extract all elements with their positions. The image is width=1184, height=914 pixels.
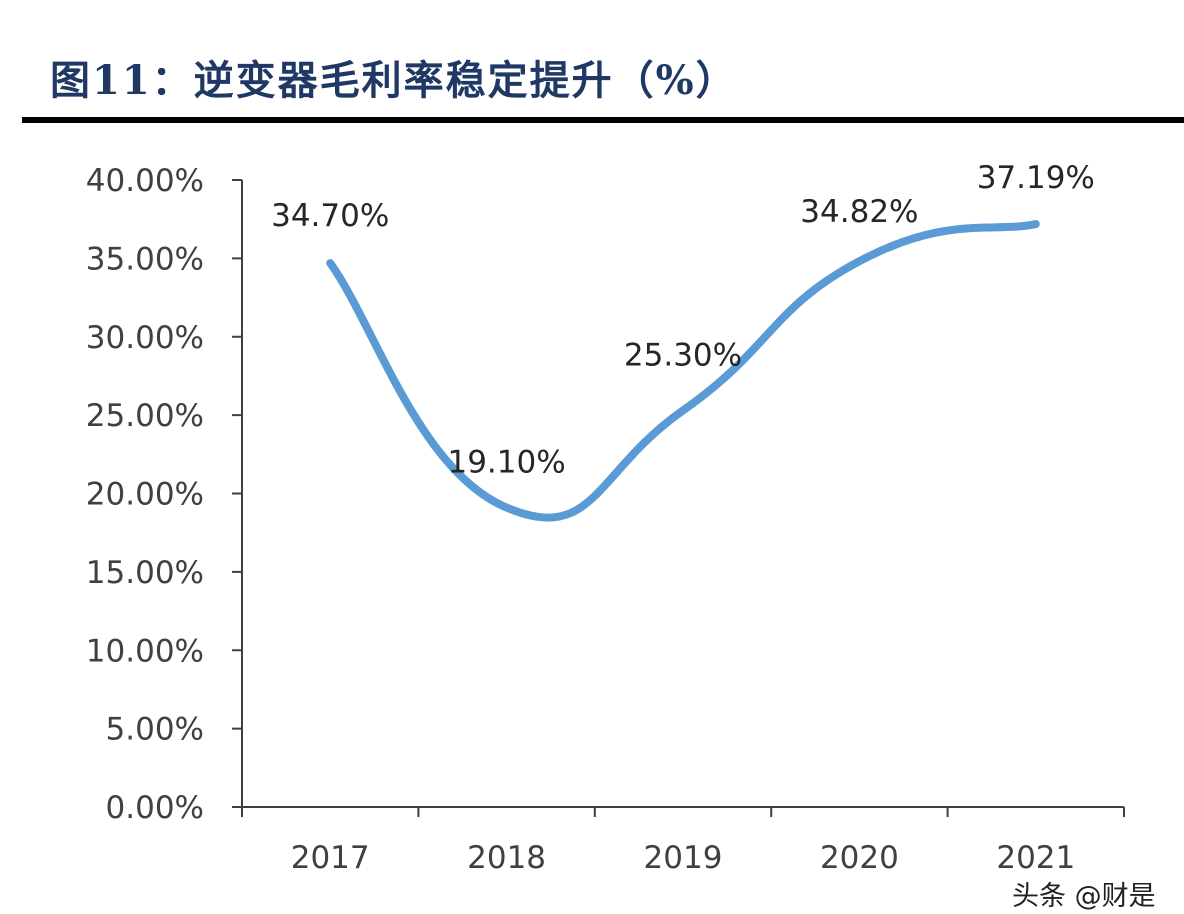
y-tick-label: 30.00% — [86, 320, 204, 356]
y-tick-label: 15.00% — [86, 555, 204, 591]
watermark: 头条 @财是 — [1012, 881, 1156, 912]
x-tick-label: 2017 — [291, 840, 370, 876]
y-tick-label: 10.00% — [86, 633, 204, 669]
x-tick-label: 2019 — [644, 840, 723, 876]
x-tick-label: 2020 — [820, 840, 899, 876]
y-tick-label: 0.00% — [106, 790, 204, 826]
data-label: 37.19% — [977, 160, 1095, 196]
y-tick-label: 5.00% — [106, 712, 204, 748]
data-label: 34.70% — [271, 198, 389, 234]
data-label: 34.82% — [800, 194, 918, 230]
x-tick-label: 2018 — [467, 840, 546, 876]
x-tick-label: 2021 — [996, 840, 1075, 876]
data-label: 19.10% — [447, 445, 565, 481]
title-divider — [22, 117, 1184, 123]
chart-title: 图11：逆变器毛利率稳定提升（%） — [50, 57, 738, 104]
y-tick-label: 20.00% — [86, 477, 204, 513]
data-label: 25.30% — [624, 337, 742, 373]
y-tick-label: 25.00% — [86, 398, 204, 434]
y-tick-label: 35.00% — [86, 241, 204, 277]
series-line — [326, 220, 1040, 522]
y-tick-label: 40.00% — [86, 163, 204, 199]
